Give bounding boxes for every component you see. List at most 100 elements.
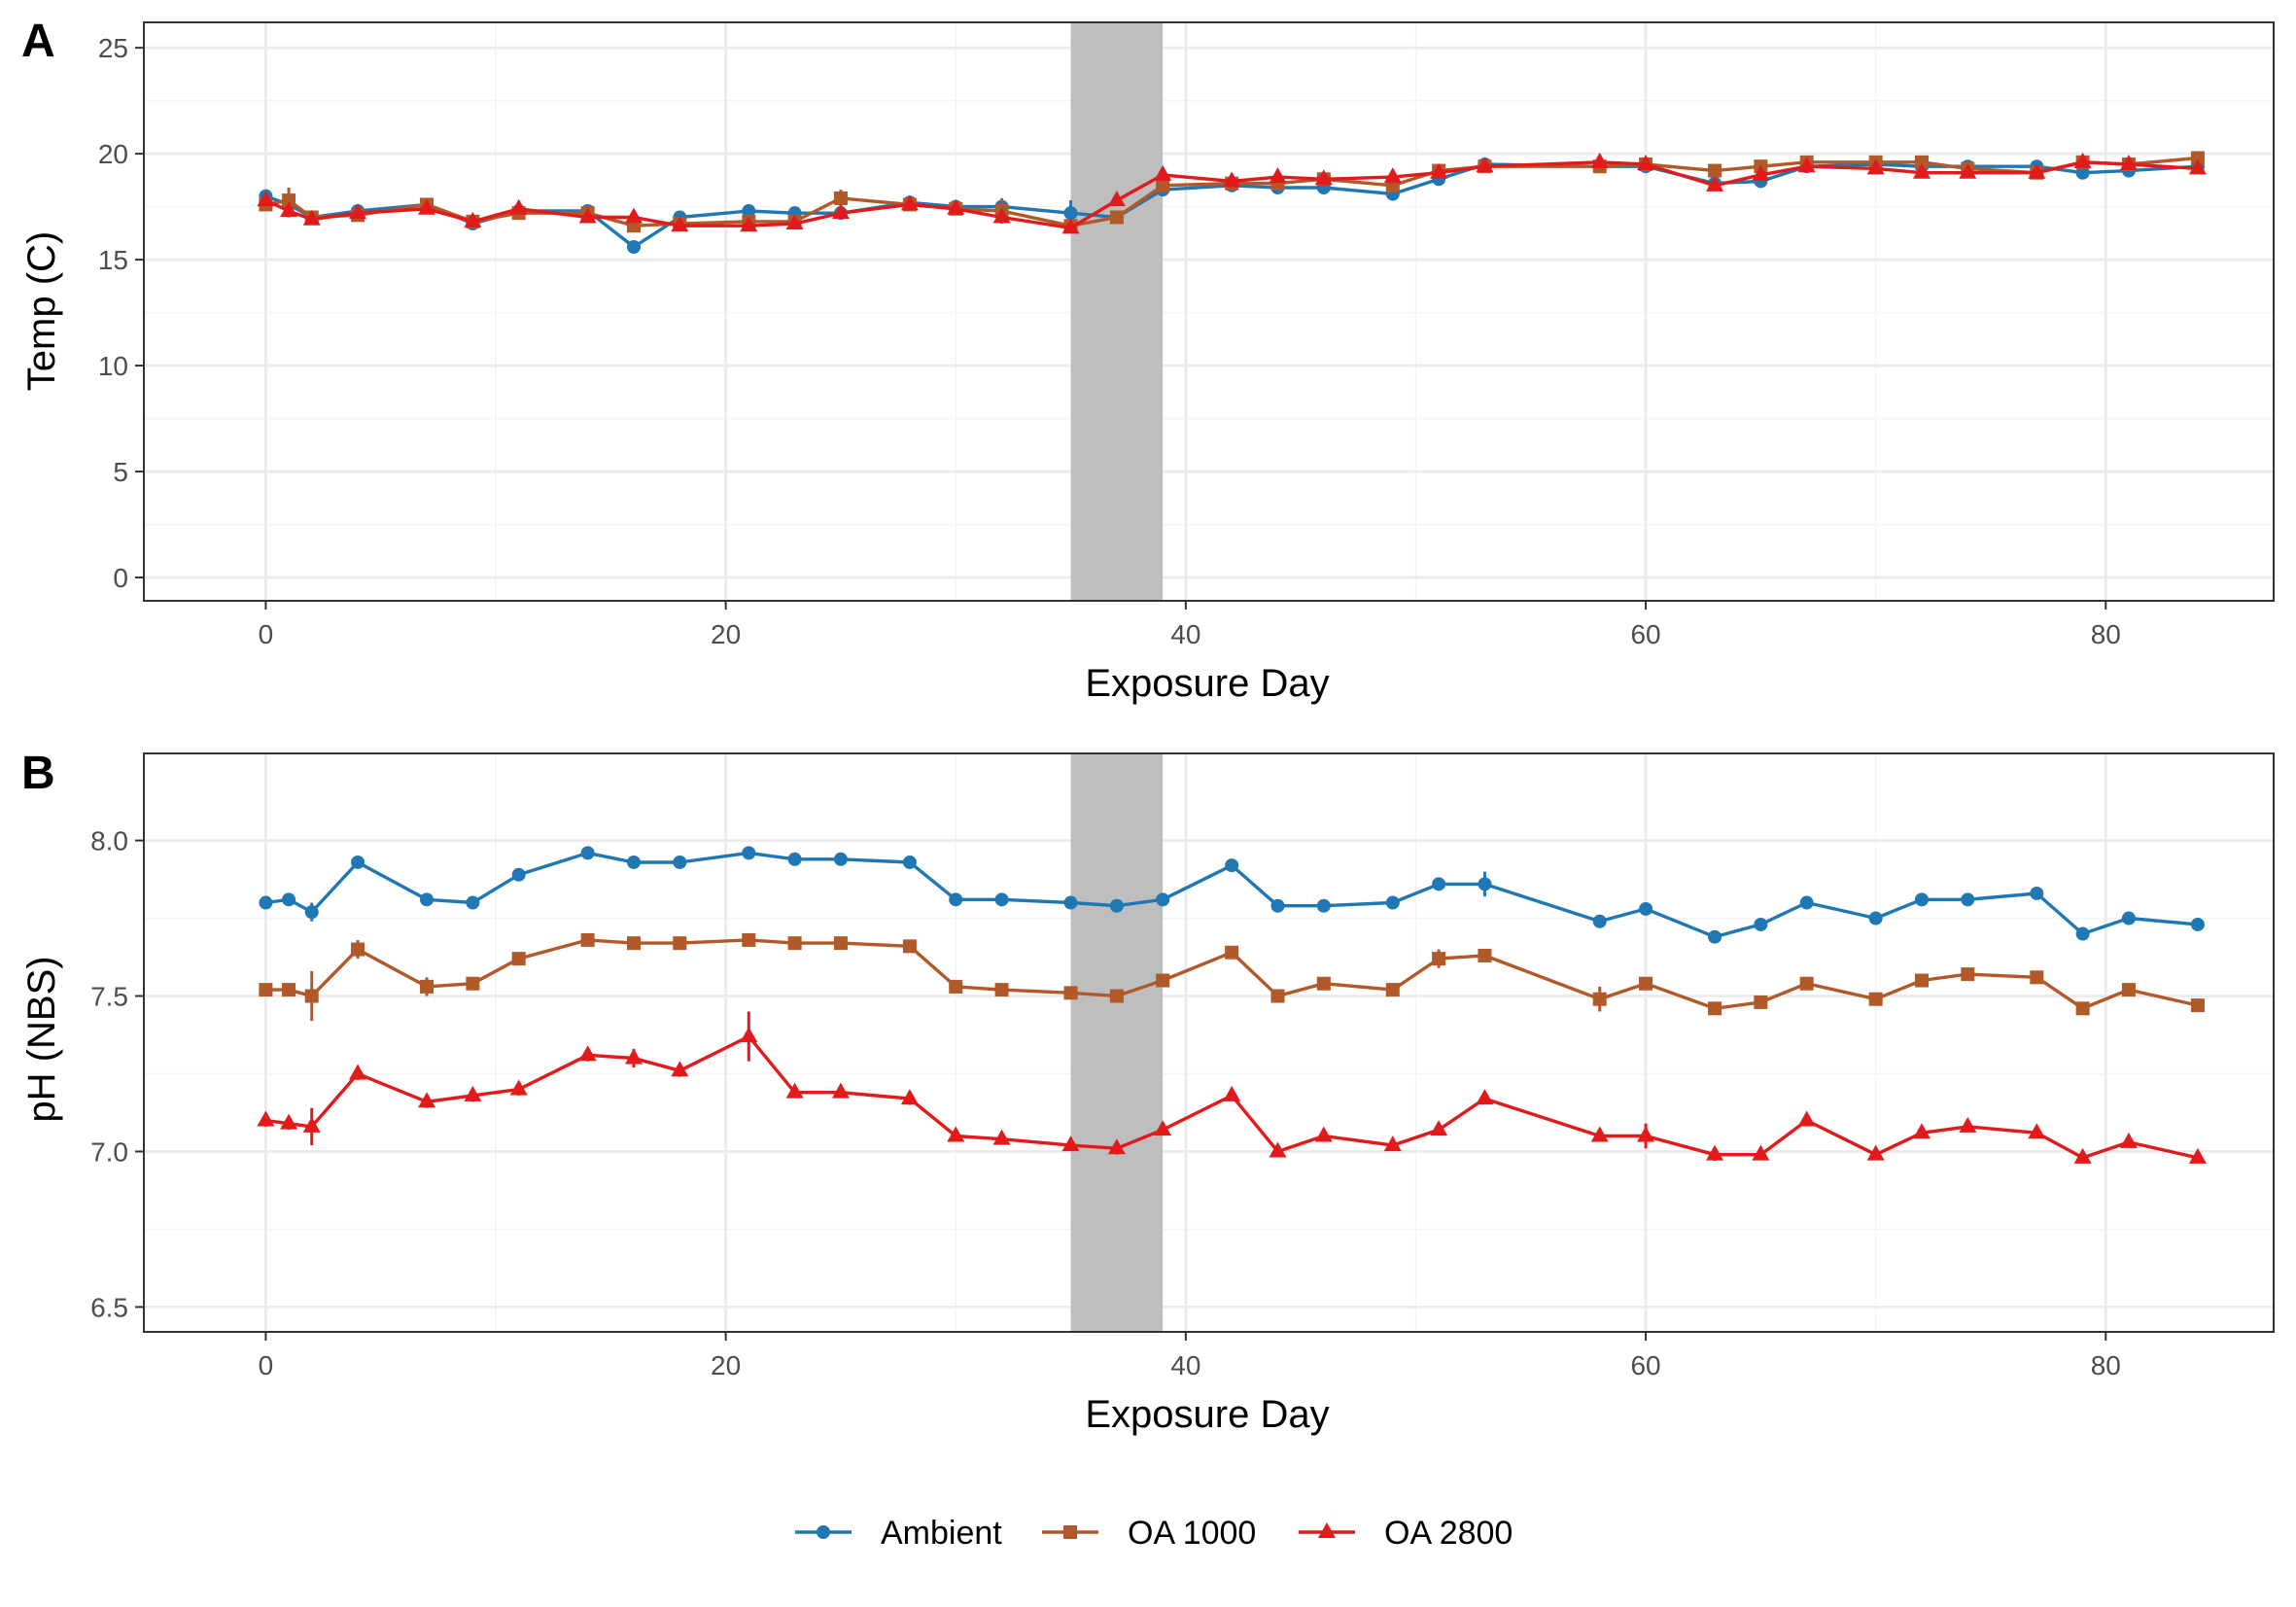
panel-b-series-oa-1000-point: [466, 976, 480, 991]
panel-b-series-oa-2800-point: [1959, 1116, 1977, 1133]
panel-a-series-oa-2800-point: [1383, 167, 1402, 184]
panel-b-series-oa-2800-point: [464, 1085, 482, 1101]
panel-b-y-tick-label: 6.5: [90, 1292, 128, 1322]
panel-b-series-ambient-point: [673, 855, 687, 869]
panel-b-series-ambient-point: [1868, 911, 1883, 926]
panel-b-series-oa-1000-point: [420, 979, 435, 994]
panel-b-series-oa-1000-point: [2030, 970, 2044, 985]
panel-a-series-oa-2800-point: [418, 198, 436, 215]
panel-b-series-oa-2800-point: [1637, 1126, 1655, 1142]
panel-b-series-ambient-point: [351, 855, 365, 869]
panel-b-series-ambient-point: [282, 892, 296, 907]
panel-b-series-ambient-point: [994, 892, 1009, 907]
panel-b-series-oa-2800-point: [1706, 1144, 1724, 1161]
panel-b-series-oa-1000-point: [673, 936, 687, 951]
panel-a-border: [143, 21, 2275, 602]
panel-b-series-oa-1000-point: [304, 989, 319, 1003]
panel-b-series-ambient-point: [1316, 898, 1331, 913]
panel-a-series-oa-2800-point: [464, 211, 482, 227]
panel-b-series-oa-2800-point: [349, 1064, 367, 1080]
panel-b-series-oa-1000-point: [1432, 952, 1446, 966]
panel-b-series-oa-1000-point: [1063, 986, 1078, 1000]
legend-triangle-marker: [1318, 1522, 1336, 1538]
panel-b-series-oa-1000-point: [1385, 983, 1400, 997]
panel-a-series-oa-2800-point: [671, 216, 689, 232]
panel-a-series-oa-2800-point: [257, 191, 275, 207]
panel-b-series-ambient-point: [833, 852, 848, 866]
panel-a-series-ambient-point: [742, 203, 756, 218]
panel-b-series-oa-1000-point: [1639, 976, 1653, 991]
panel-b-series-oa-2800-point: [624, 1048, 643, 1065]
panel-a-series-oa-2800-point: [280, 200, 298, 217]
panel-a-series-oa-2800-point: [1476, 157, 1494, 173]
panel-b-series-oa-2800-point: [900, 1089, 919, 1105]
panel-b-series-oa-2800-point: [1866, 1144, 1885, 1161]
panel-a-series-oa-1000-point: [1914, 155, 1929, 169]
panel-b-series-ambient-point: [787, 852, 802, 866]
panel-a-series-oa-2800-point: [1590, 152, 1609, 168]
panel-b-series-oa-2800-point: [1223, 1085, 1241, 1101]
panel-b-y-tick-label: 7.0: [90, 1136, 128, 1167]
panel-b-series-oa-2800-point: [1061, 1135, 1080, 1152]
panel-b-series-ambient-point: [420, 892, 435, 907]
panel-b-series-oa-2800-point: [1154, 1120, 1172, 1136]
panel-a-series-oa-1000-point: [833, 191, 848, 205]
legend-label-ambient: Ambient: [881, 1515, 1002, 1552]
panel-a-series-oa-2800-point: [992, 207, 1011, 224]
panel-b-series-ambient-point: [1109, 898, 1124, 913]
panel-a-series-oa-1000-point: [282, 193, 296, 208]
panel-a-series-oa-2800-point: [831, 203, 850, 220]
panel-b-series-oa-1000-point: [902, 939, 917, 954]
panel-a-series-oa-2800-point: [302, 209, 321, 226]
panel-b-series-ambient-point: [1639, 901, 1653, 916]
panel-a-tag: A: [21, 16, 55, 67]
panel-b-series-oa-1000-point: [2121, 983, 2136, 997]
legend: Ambient OA 1000 OA 2800: [795, 1515, 1513, 1552]
panel-b-series-oa-2800-point: [671, 1061, 689, 1077]
panel-b-series-ambient-point: [626, 855, 641, 869]
panel-a-series-oa-1000-point: [2190, 151, 2205, 165]
panel-b-series-ambient-point: [902, 855, 917, 869]
panel-b-series-oa-2800: [257, 1011, 2207, 1164]
panel-a-series-oa-2800-point: [624, 207, 643, 224]
panel-a-series-oa-2800-point: [785, 214, 804, 230]
panel-b-series-ambient-point: [2190, 917, 2205, 931]
panel-b-series-oa-2800-point: [992, 1129, 1011, 1145]
panel-b-series-ambient-point: [2075, 926, 2090, 941]
panel-b-series-oa-1000-point: [351, 942, 365, 957]
panel-b-series-oa-2800-point: [509, 1079, 528, 1096]
panel-b-x-tick-label: 60: [1630, 1350, 1660, 1380]
panel-b-series-oa-1000-point: [1754, 995, 1768, 1009]
panel-b-series-oa-2800-point: [257, 1110, 275, 1127]
panel-b-series-oa-2800-point: [831, 1082, 850, 1099]
panel-a-y-tick-label: 15: [98, 245, 128, 275]
panel-b-ylabel: pH (NBS): [20, 956, 63, 1122]
panel-b-series-oa-1000-point: [511, 952, 526, 966]
panel-b-xlabel: Exposure Day: [1085, 1393, 1329, 1436]
panel-b-series-oa-1000-point: [626, 936, 641, 951]
panel-b-series-ambient-point: [1156, 892, 1170, 907]
panel-a-series-oa-2800-point: [1154, 164, 1172, 181]
panel-b-series-oa-2800-point: [2119, 1132, 2138, 1148]
panel-b-background: [144, 753, 2274, 1332]
panel-a-series-oa-2800-point: [1706, 175, 1724, 192]
panel-a-series-oa-2800-point: [1912, 162, 1931, 179]
panel-a-series-oa-2800-point: [1959, 162, 1977, 179]
panel-b-series-oa-1000-point: [1225, 945, 1239, 960]
panel-a-series-oa-2800-point: [1797, 157, 1816, 173]
panel-b-y-tick-label: 7.5: [90, 982, 128, 1012]
panel-b-series-oa-1000-point: [1708, 1001, 1722, 1016]
panel-b-y-tick-label: 8.0: [90, 826, 128, 856]
panel-a-series-oa-2800-point: [2073, 152, 2092, 168]
panel-b-series-oa-1000-point: [787, 936, 802, 951]
panel-a-series-oa-2800-point: [1269, 167, 1287, 184]
panel-a-series-oa-2800-point: [2028, 162, 2046, 179]
panel-a-series-ambient-point: [1063, 206, 1078, 221]
panel-a-series-oa-2800-point: [349, 203, 367, 220]
legend-label-oa-1000: OA 1000: [1128, 1515, 1256, 1552]
panel-b-series-ambient-point: [511, 867, 526, 882]
panel-b-series-oa-1000-point: [1478, 948, 1492, 962]
panel-b-series-oa-1000-point: [1914, 973, 1929, 988]
panel-a-series-oa-2800-point: [2188, 158, 2207, 175]
